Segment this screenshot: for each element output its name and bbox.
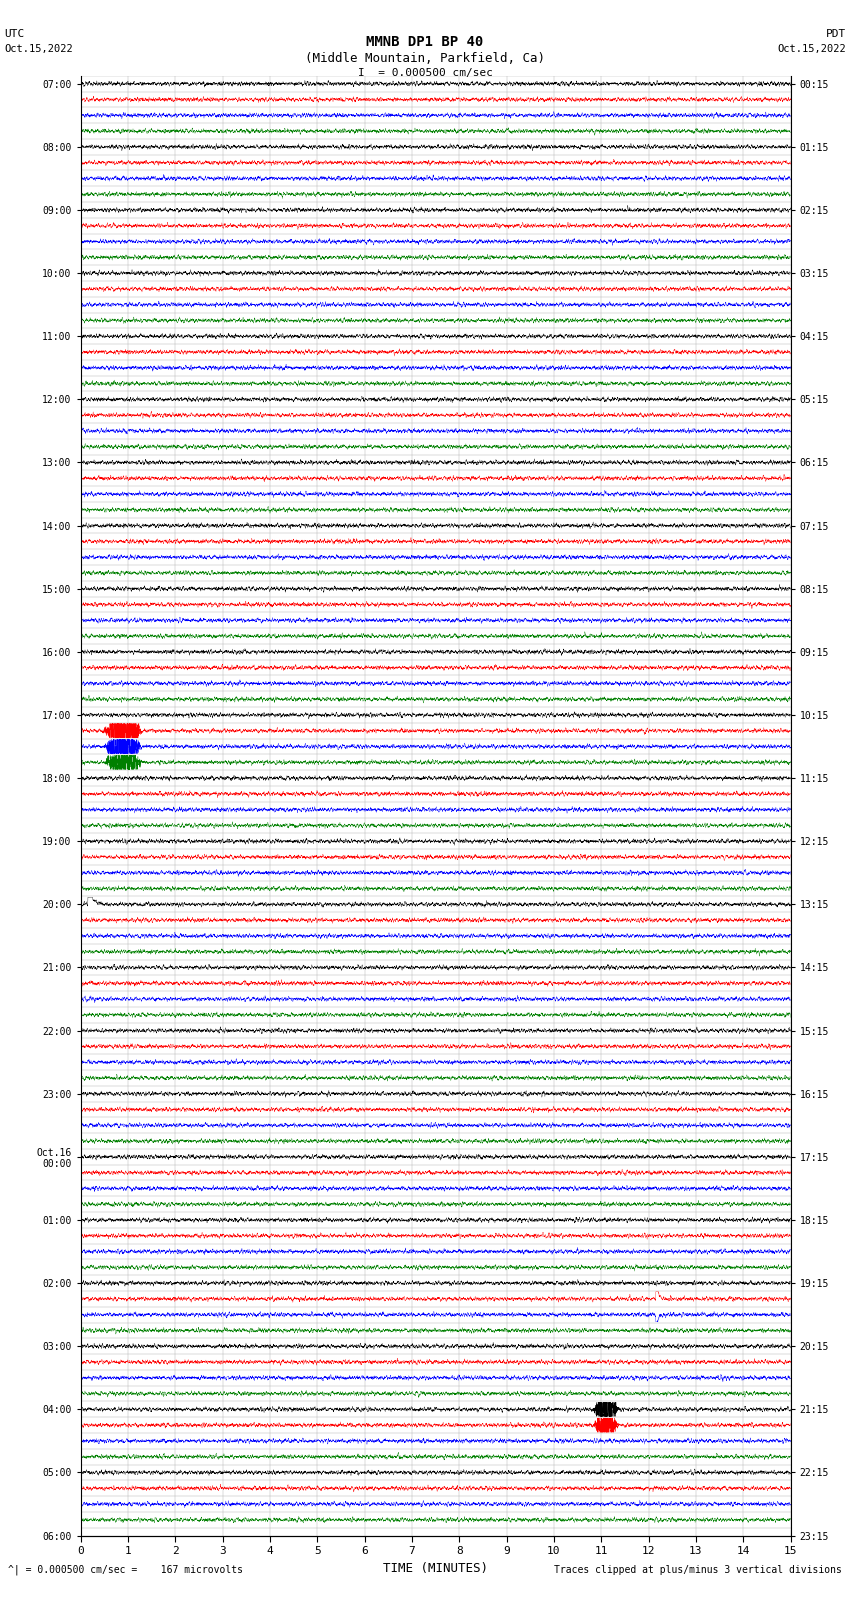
Text: MMNB DP1 BP 40: MMNB DP1 BP 40 bbox=[366, 35, 484, 50]
Text: Oct.15,2022: Oct.15,2022 bbox=[4, 44, 73, 53]
Text: Traces clipped at plus/minus 3 vertical divisions: Traces clipped at plus/minus 3 vertical … bbox=[553, 1565, 842, 1574]
Text: ^| = 0.000500 cm/sec =    167 microvolts: ^| = 0.000500 cm/sec = 167 microvolts bbox=[8, 1565, 243, 1576]
Text: I  = 0.000500 cm/sec: I = 0.000500 cm/sec bbox=[358, 68, 492, 77]
Text: UTC: UTC bbox=[4, 29, 25, 39]
Text: PDT: PDT bbox=[825, 29, 846, 39]
Text: (Middle Mountain, Parkfield, Ca): (Middle Mountain, Parkfield, Ca) bbox=[305, 52, 545, 65]
Text: Oct.15,2022: Oct.15,2022 bbox=[777, 44, 846, 53]
X-axis label: TIME (MINUTES): TIME (MINUTES) bbox=[383, 1561, 488, 1574]
